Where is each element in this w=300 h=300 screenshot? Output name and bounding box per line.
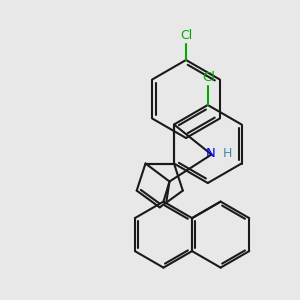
Text: Cl: Cl <box>180 29 192 42</box>
Text: N: N <box>206 147 216 160</box>
Text: Cl: Cl <box>202 71 215 84</box>
Text: H: H <box>222 147 232 160</box>
